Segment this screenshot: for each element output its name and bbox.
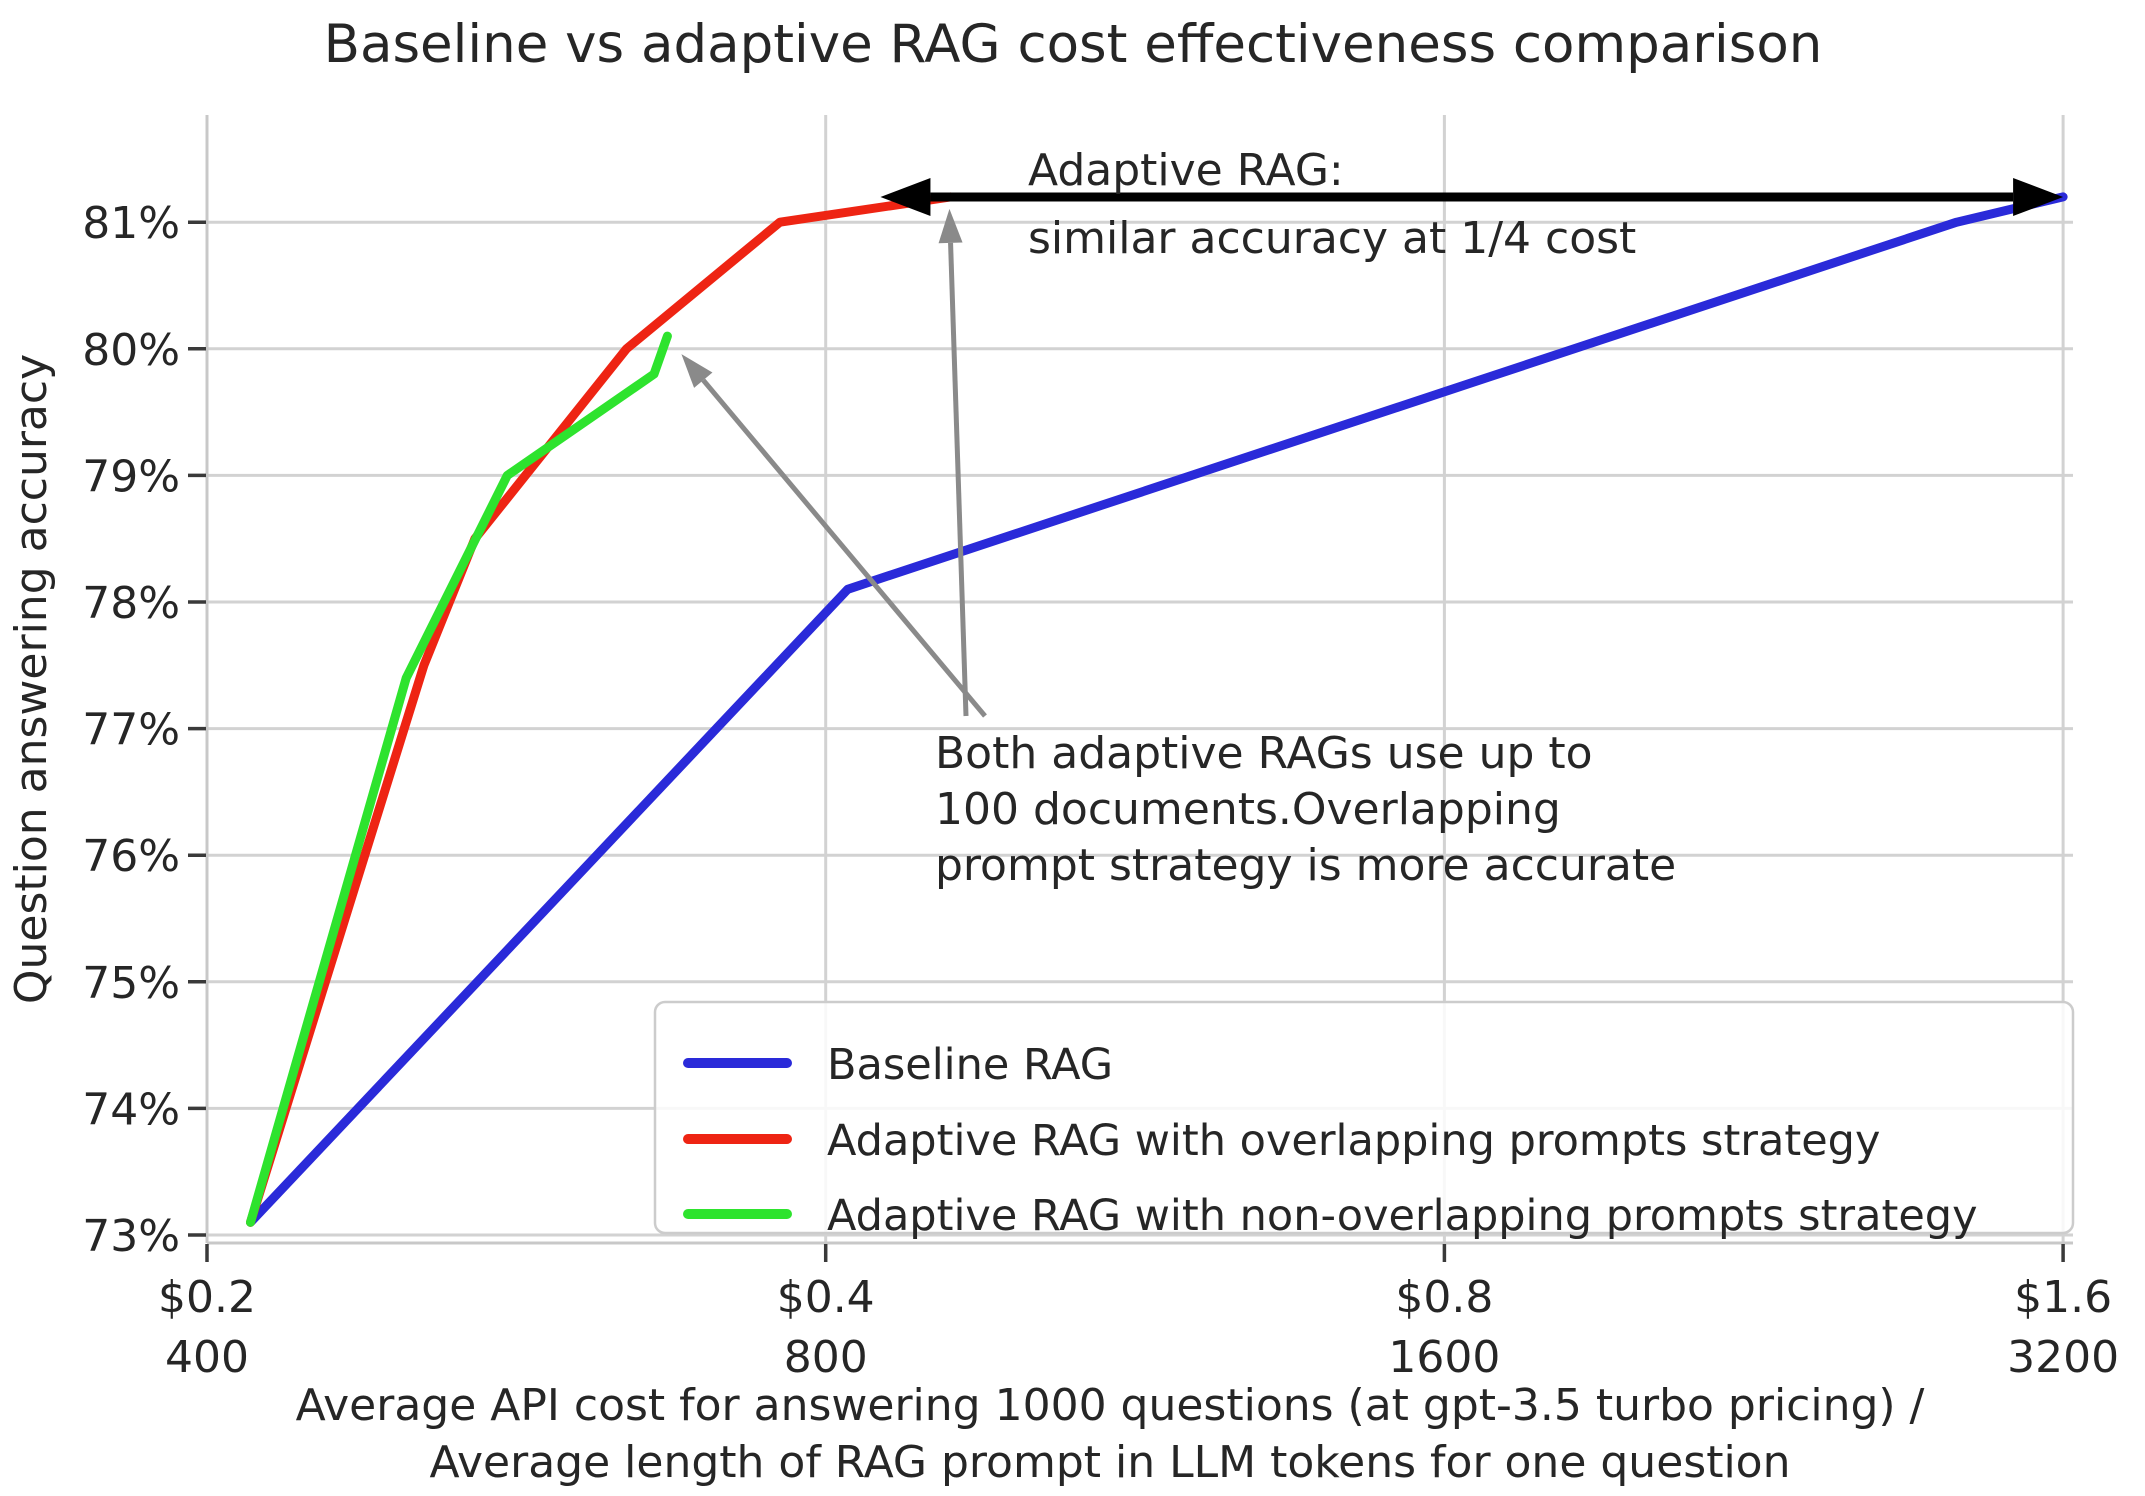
- legend: Baseline RAG Adaptive RAG with overlappi…: [653, 1000, 2075, 1241]
- gray-arrow-green-end-shaft: [701, 378, 987, 718]
- series-layer: [246, 192, 2068, 1227]
- legend-box: [653, 1000, 2075, 1235]
- docs-note-line3: prompt strategy is more accurate: [935, 840, 1676, 891]
- cost-note-line2: similar accuracy at 1/4 cost: [1028, 213, 1636, 264]
- y-tick-label-78: 78%: [82, 578, 180, 629]
- gray-arrow-red-end-head: [938, 208, 963, 244]
- y-tick-label-79: 79%: [82, 451, 180, 502]
- gray-arrow-green-end-head: [681, 354, 713, 388]
- gray-arrow-red-end-shaft: [948, 242, 969, 717]
- x-tick-label-cost-0.2: $0.2: [158, 1272, 256, 1323]
- quarter-cost-arrow-head2: [880, 178, 931, 216]
- y-tick-label-74: 74%: [82, 1084, 180, 1135]
- cost-note-line1: Adaptive RAG:: [1028, 145, 1344, 196]
- y-tick-label-76: 76%: [82, 831, 180, 882]
- y-tick-label-73: 73%: [82, 1211, 180, 1262]
- x-tick-label-tokens-0.4: 800: [784, 1332, 868, 1383]
- series-line-adaptive-rag-with-non-overlapping-prompts-strategy: [246, 331, 672, 1227]
- docs-note-line1: Both adaptive RAGs use up to: [935, 728, 1593, 779]
- quarter-cost-arrow-head: [2013, 178, 2064, 216]
- y-tick-label-80: 80%: [82, 325, 180, 376]
- x-tick-label-cost-1.6: $1.6: [2014, 1272, 2112, 1323]
- x-tick-label-tokens-0.8: 1600: [1388, 1332, 1500, 1383]
- y-tick-label-77: 77%: [82, 705, 180, 756]
- legend-label-baseline: Baseline RAG: [827, 1040, 1113, 1090]
- legend-label-overlapping: Adaptive RAG with overlapping prompts st…: [827, 1116, 1880, 1166]
- tick-layer: 73% 74% 75% 76% 77% 78% 79% 80% 81% $0.2 400 $0.4 80…: [82, 198, 2119, 1383]
- x-tick-label-tokens-1.6: 3200: [2007, 1332, 2119, 1383]
- y-tick-label-81: 81%: [82, 198, 180, 249]
- x-axis-label-line2: Average length of RAG prompt in LLM toke…: [430, 1437, 1791, 1488]
- x-tick-label-cost-0.8: $0.8: [1395, 1272, 1493, 1323]
- chart-title: Baseline vs adaptive RAG cost effectiven…: [324, 14, 1823, 75]
- docs-note-line2: 100 documents.Overlapping: [935, 784, 1561, 835]
- x-axis-label-line1: Average API cost for answering 1000 ques…: [296, 1380, 1925, 1431]
- x-tick-label-tokens-0.2: 400: [165, 1332, 249, 1383]
- arrow-layer: [681, 178, 2064, 718]
- x-tick-label-cost-0.4: $0.4: [777, 1272, 875, 1323]
- y-axis-label: Question answering accuracy: [6, 354, 57, 1004]
- legend-label-non-overlapping: Adaptive RAG with non-overlapping prompt…: [827, 1191, 1978, 1241]
- y-tick-label-75: 75%: [82, 958, 180, 1009]
- series-line-baseline-rag: [246, 192, 2068, 1227]
